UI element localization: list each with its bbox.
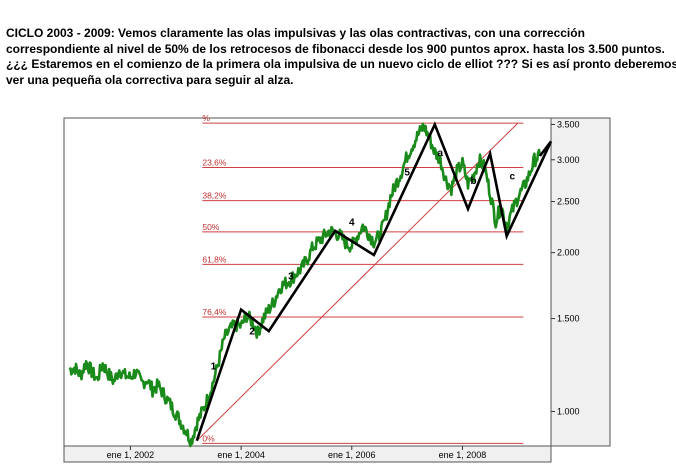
x-tick-label: ene 1, 2006 xyxy=(328,450,376,460)
x-axis-strip xyxy=(63,445,552,463)
y-axis-strip xyxy=(550,117,611,447)
intro-line: CICLO 2003 - 2009: Vemos claramente las … xyxy=(6,26,585,40)
fib-level-label: 0% xyxy=(202,433,215,443)
wave-label: a xyxy=(438,148,444,159)
fib-level-label: 50% xyxy=(202,222,219,232)
x-tick-label: ene 1, 2004 xyxy=(217,450,265,460)
y-tick-label: 3.000 xyxy=(557,155,580,165)
fib-level-label: 38,2% xyxy=(202,191,227,201)
x-tick-label: ene 1, 2008 xyxy=(439,450,487,460)
y-tick-label: 1.500 xyxy=(557,314,580,324)
wave-label: 2 xyxy=(249,326,255,337)
wave-label: 3 xyxy=(288,271,294,282)
fib-level-label: % xyxy=(202,113,210,123)
intro-line: ¿¿¿ Estaremos en el comienzo de la prime… xyxy=(6,57,676,71)
fib-level-label: 76,4% xyxy=(202,307,227,317)
fib-level-label: 61,8% xyxy=(202,254,227,264)
wave-label: 1 xyxy=(211,362,217,373)
x-tick-label: ene 1, 2002 xyxy=(107,450,155,460)
price-series-line xyxy=(68,122,542,448)
y-tick-label: 2.500 xyxy=(557,197,580,207)
plot-area xyxy=(63,117,552,447)
intro-text: CICLO 2003 - 2009: Vemos claramente las … xyxy=(6,26,676,88)
wave-label: 4 xyxy=(349,218,355,229)
wave-label: c xyxy=(509,172,515,183)
wave-count-line xyxy=(195,121,553,442)
y-tick-label: 2.000 xyxy=(557,248,580,258)
intro-line: correspondiente al nivel de 50% de los r… xyxy=(6,41,665,56)
y-tick-label: 3.500 xyxy=(557,119,580,129)
wave-label: b xyxy=(470,176,476,187)
y-tick-label: 1.000 xyxy=(557,406,580,416)
wave-label: 5 xyxy=(404,168,410,179)
fib-level-label: 23,6% xyxy=(202,158,227,168)
intro-line: ver una pequeña ola correctiva para segu… xyxy=(6,72,294,87)
